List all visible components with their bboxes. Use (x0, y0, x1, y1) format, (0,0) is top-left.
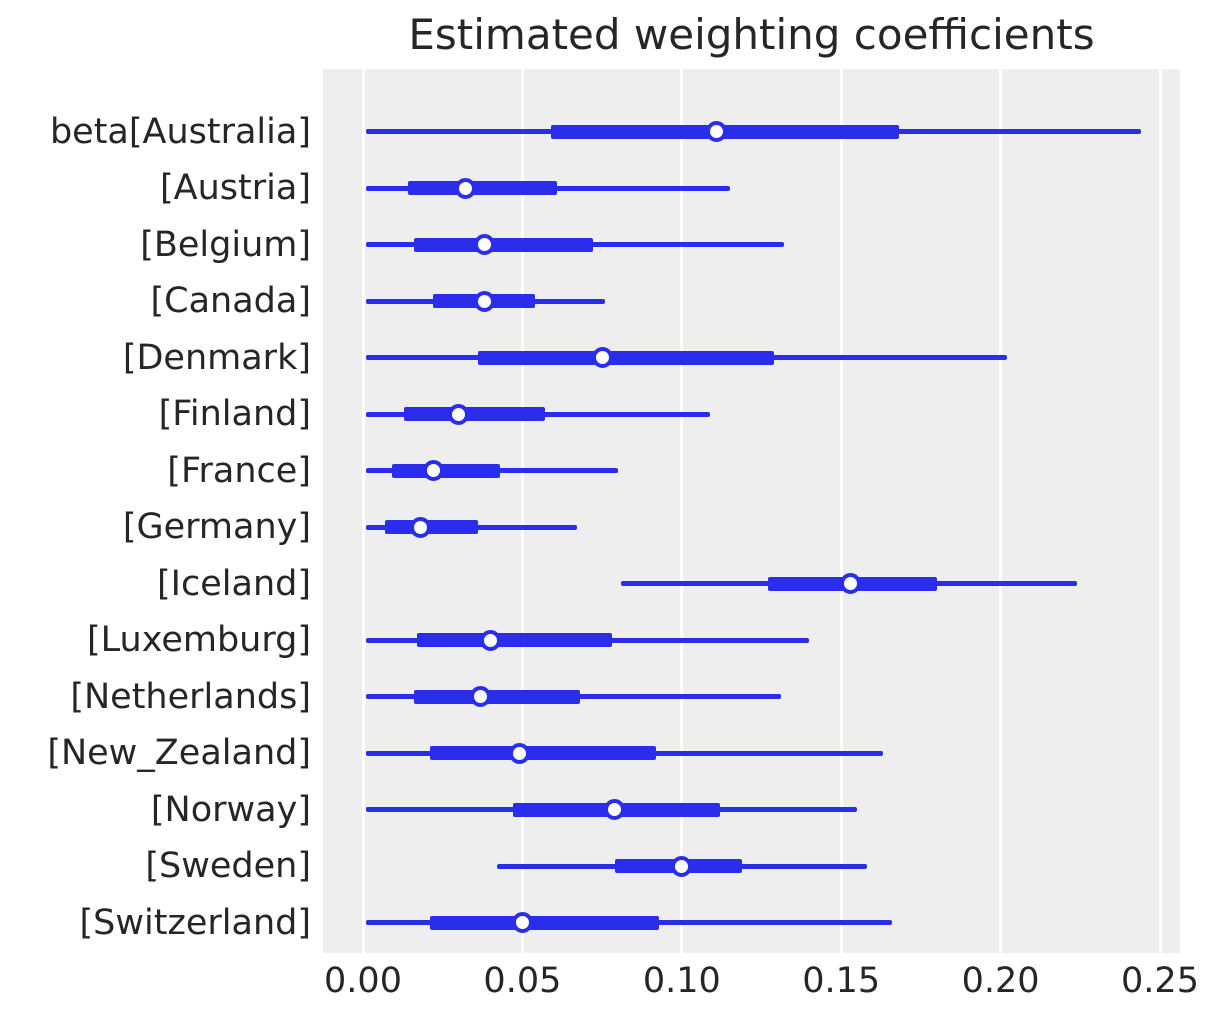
credible-interval-thick (429, 746, 657, 761)
point-estimate-marker (448, 403, 470, 425)
credible-interval-thick (429, 915, 660, 930)
point-estimate-marker (470, 686, 492, 708)
y-tick-label: [Canada] (150, 281, 312, 322)
gridline (1158, 69, 1162, 953)
y-tick-label: [Sweden] (145, 846, 311, 887)
gridline (999, 69, 1003, 953)
point-estimate-marker (454, 177, 476, 199)
y-tick-label: [Netherlands] (70, 676, 311, 717)
credible-interval-thick (385, 520, 478, 535)
y-axis-labels: beta[Australia] [Austria] [Belgium] [Canada… (0, 0, 311, 1023)
point-estimate-marker (473, 234, 495, 256)
gridline (839, 69, 843, 953)
y-tick-label: beta[Australia] (49, 111, 311, 152)
y-tick-label: [Norway] (150, 789, 311, 830)
chart-title: Estimated weighting coefficients (408, 10, 1095, 59)
gridline (361, 69, 365, 953)
point-estimate-marker (591, 347, 613, 369)
credible-interval-thick (407, 181, 558, 196)
y-tick-label: [Luxemburg] (86, 620, 311, 661)
x-tick-label: 0.10 (642, 961, 721, 1001)
point-estimate-marker (671, 855, 693, 877)
point-estimate-marker (473, 290, 495, 312)
credible-interval-thick (477, 350, 775, 365)
y-tick-label: [Germany] (122, 507, 311, 548)
x-tick-label: 0.15 (802, 961, 881, 1001)
x-tick-label: 0.25 (1121, 961, 1199, 1001)
y-tick-label: [New_Zealand] (47, 733, 311, 774)
y-tick-label: [Switzerland] (79, 902, 311, 943)
point-estimate-marker (604, 799, 626, 821)
point-estimate-marker (840, 573, 862, 595)
y-tick-label: [Iceland] (157, 563, 311, 604)
x-tick-label: 0.20 (961, 961, 1040, 1001)
point-estimate-marker (706, 121, 728, 142)
point-estimate-marker (511, 912, 533, 934)
x-tick-label: 0.05 (483, 961, 562, 1001)
point-estimate-marker (480, 629, 502, 651)
y-tick-label: [Austria] (160, 168, 311, 209)
credible-interval-thick (414, 689, 580, 704)
y-tick-label: [Belgium] (140, 224, 311, 265)
credible-interval-thick (417, 633, 612, 648)
credible-interval-thick (404, 407, 545, 422)
plot-area (323, 69, 1180, 953)
credible-interval-thick (414, 237, 593, 252)
point-estimate-marker (409, 516, 431, 538)
point-estimate-marker (422, 460, 444, 482)
y-tick-label: [France] (167, 450, 311, 491)
gridline (680, 69, 684, 953)
y-tick-label: [Finland] (158, 394, 311, 435)
credible-interval-thick (391, 463, 501, 478)
gridline (520, 69, 524, 953)
y-tick-label: [Denmark] (122, 337, 311, 378)
point-estimate-marker (508, 742, 530, 764)
